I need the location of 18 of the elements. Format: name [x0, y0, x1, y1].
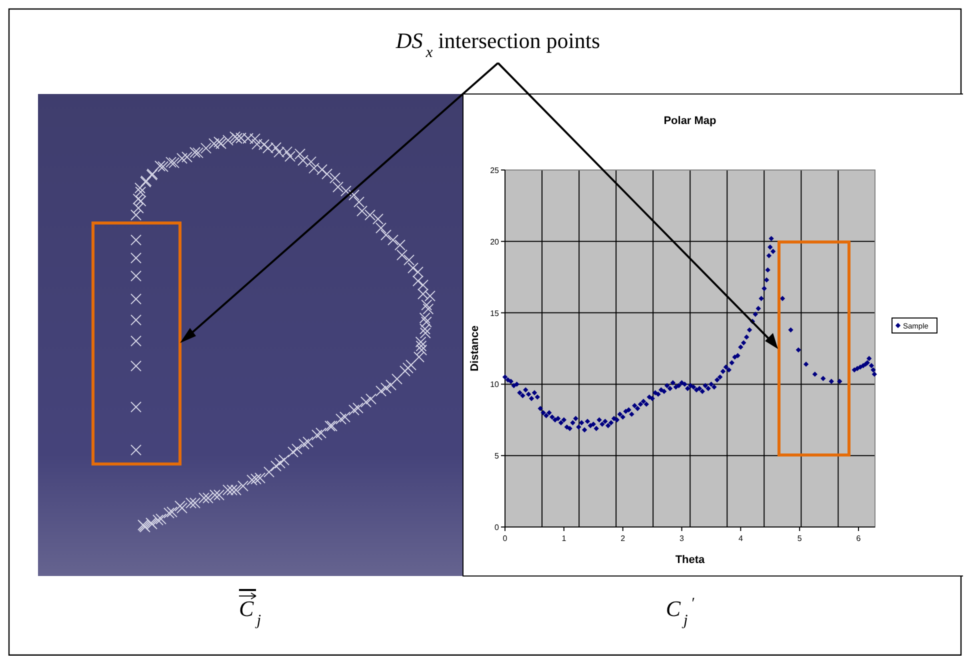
- text: C$_{j}$: [239, 596, 261, 628]
- x-tick-label: 6: [856, 534, 862, 543]
- text: DS$_{x}$ intersection points: [394, 28, 600, 60]
- y-tick-label: 0: [494, 523, 500, 532]
- x-tick-label: 3: [680, 534, 685, 543]
- y-tick-label: 20: [490, 237, 500, 246]
- y-axis-title: Distance: [469, 326, 481, 372]
- x-tick-label: 2: [620, 534, 626, 543]
- x-tick-label: 4: [738, 534, 744, 543]
- y-tick-label: 10: [490, 380, 500, 390]
- x-tick-label: 0: [502, 534, 508, 543]
- y-tick-label: 5: [494, 452, 500, 461]
- y-tick-label: 15: [490, 308, 500, 318]
- x-tick-label: 1: [562, 534, 567, 543]
- y-tick-label: 25: [490, 166, 500, 175]
- x-tick-label: 5: [797, 534, 802, 543]
- chart-title: Polar Map: [664, 115, 717, 127]
- x-axis-title: Theta: [675, 554, 706, 566]
